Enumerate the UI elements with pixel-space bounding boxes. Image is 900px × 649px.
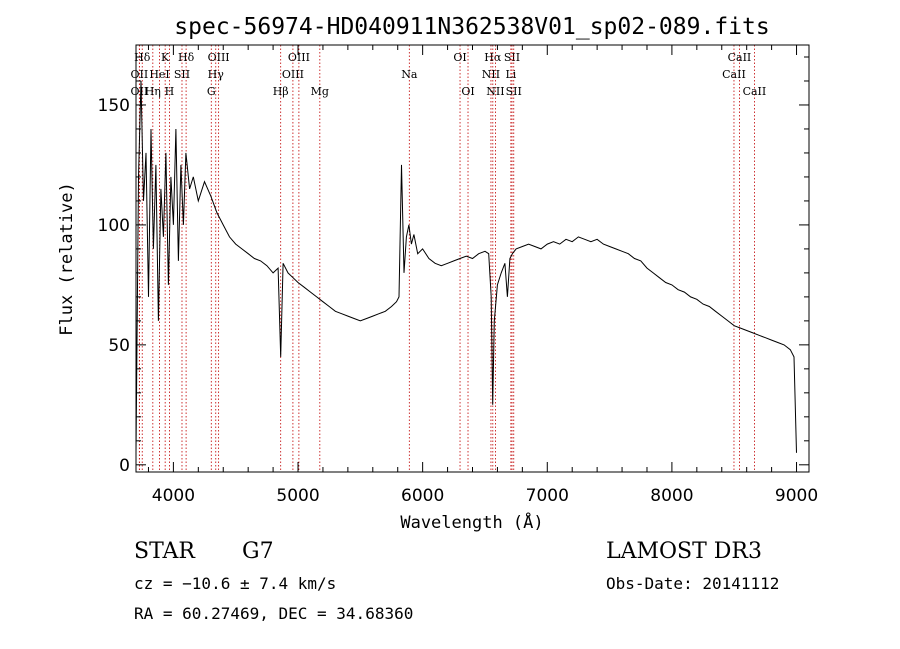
line-label: CaII [743,85,767,98]
spectrum-series-line [135,80,797,453]
axis-ticks: 4000 5000 6000 7000 8000 9000 0 50 100 150 [98,45,818,506]
x-axis-label: Wavelength (Å) [400,511,543,533]
chart-title: spec-56974-HD040911N362538V01_sp02-089.f… [174,14,769,40]
line-label: Hδ [178,51,195,64]
y-axis-label: Flux (relative) [57,182,77,336]
line-label: NII [482,68,500,81]
redshift-cz: cz = −10.6 ± 7.4 km/s [134,574,337,593]
x-tick-label: 6000 [401,486,444,506]
x-tick-label: 9000 [775,486,818,506]
y-tick-label: 50 [108,336,130,356]
line-label: OII [131,85,149,98]
coordinates: RA = 60.27469, DEC = 34.68360 [134,604,414,623]
line-label: OIII [208,51,230,64]
x-tick-label: 8000 [650,486,693,506]
line-label: SII [174,68,190,81]
object-subclass: G7 [242,539,274,564]
line-label: Hδ [134,51,151,64]
object-class: STAR [134,539,195,564]
survey-name: LAMOST DR3 [606,539,762,564]
line-label: G [207,85,216,98]
line-label: K [161,51,170,64]
x-tick-label: 7000 [526,486,569,506]
line-label: Hα [484,51,502,64]
line-label: Hη [145,85,161,98]
x-tick-label: 5000 [276,486,319,506]
line-label: Na [401,68,418,81]
line-label: Li [505,68,516,81]
line-label: Hβ [273,85,289,98]
line-label: OI [461,85,474,98]
line-label: CaII [722,68,746,81]
x-tick-label: 4000 [152,486,195,506]
line-label: OI [453,51,466,64]
line-label: OIII [282,68,304,81]
line-label: H [165,85,175,98]
line-label: NII [486,85,504,98]
y-tick-label: 0 [119,456,130,476]
y-tick-label: 150 [98,96,130,116]
line-label: Hγ [208,68,225,81]
plot-area [135,80,797,453]
line-label: SII [506,85,522,98]
line-label: HeI [149,68,169,81]
line-label: OIII [288,51,310,64]
line-label: CaII [728,51,752,64]
y-tick-label: 100 [98,216,130,236]
line-label: Mg [311,85,329,98]
observation-date: Obs-Date: 20141112 [606,574,780,593]
line-label: SII [504,51,520,64]
